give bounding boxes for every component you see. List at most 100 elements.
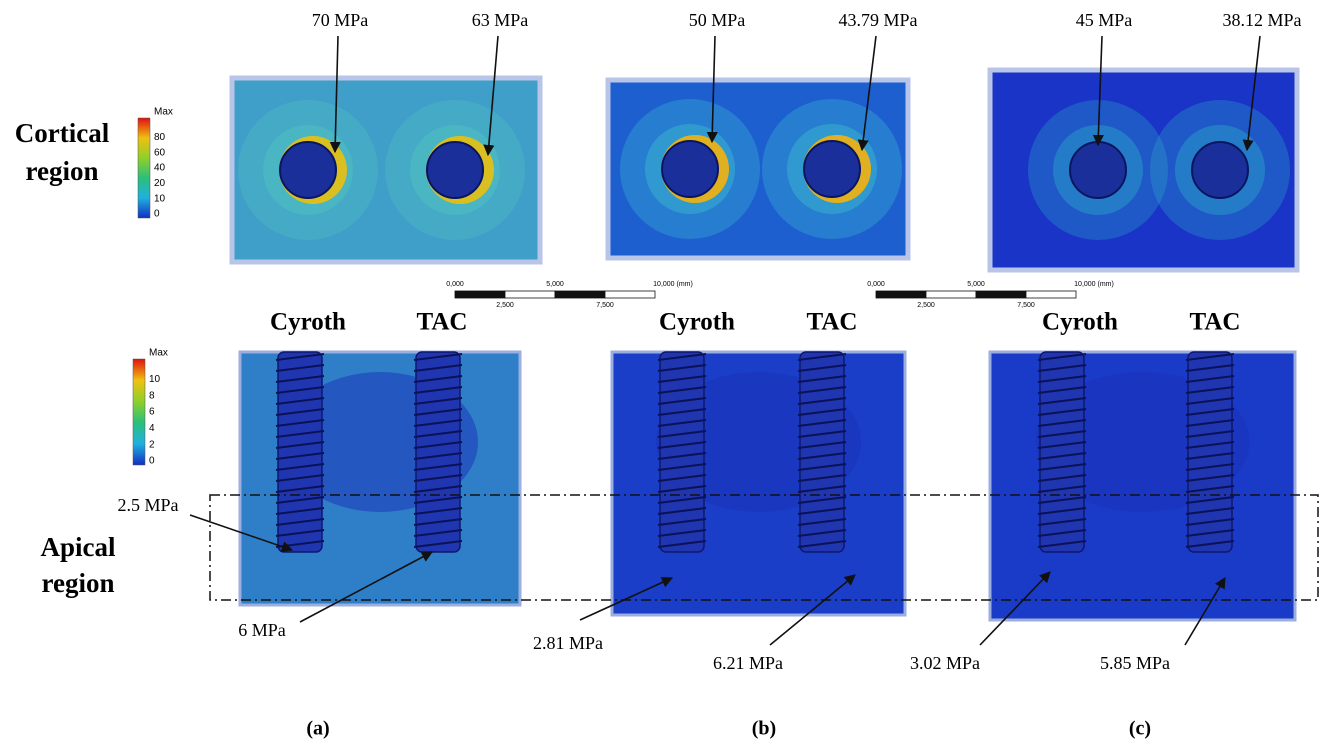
implant-thread (1037, 540, 1087, 548)
implant-thread (413, 452, 463, 460)
scale-bar-segment (925, 290, 977, 299)
arrow (299, 551, 433, 623)
implant-thread (657, 386, 707, 394)
implant-thread (413, 474, 463, 482)
stress-annotation: 63 MPa (472, 10, 529, 30)
implant-thread (1185, 452, 1235, 460)
scale-label: 7,500 (1017, 302, 1035, 309)
arrow (1092, 35, 1104, 147)
implant-thread (657, 430, 707, 438)
arrow (483, 35, 499, 157)
apical-region-box (209, 494, 1319, 601)
scale-bar-segment (604, 290, 656, 299)
arrow (857, 35, 877, 152)
implant-label: TAC (417, 309, 468, 336)
implant-label: Cyroth (659, 309, 735, 336)
implant-thread (1037, 364, 1087, 372)
implant-thread (275, 430, 325, 438)
implant-hole (426, 141, 484, 199)
stress-annotation: 6 MPa (238, 620, 286, 640)
scale-label: 10,000 (mm) (653, 281, 693, 288)
implant-thread (1037, 386, 1087, 394)
implant-thread (275, 419, 325, 427)
stress-annotation: 2.5 MPa (117, 495, 178, 515)
implant-thread (797, 397, 847, 405)
implant-thread (1185, 474, 1235, 482)
implant-thread (657, 364, 707, 372)
arrow (329, 35, 341, 154)
implant-thread (797, 485, 847, 493)
implant-thread (1037, 529, 1087, 537)
implant-thread (657, 397, 707, 405)
implant-thread (413, 485, 463, 493)
implant-thread (275, 386, 325, 394)
implant-thread (275, 452, 325, 460)
implant-hole (1069, 141, 1127, 199)
region-label: region (42, 568, 115, 598)
implant-thread (1185, 375, 1235, 383)
implant-thread (1185, 496, 1235, 504)
implant-thread (413, 507, 463, 515)
scale-bar-segment (975, 290, 1027, 299)
implant-label: Cyroth (270, 309, 346, 336)
implant-thread (275, 375, 325, 383)
legend-label: 80 (154, 132, 166, 143)
implant-thread (657, 463, 707, 471)
implant-thread (1037, 452, 1087, 460)
implant-thread (275, 507, 325, 515)
implant-hole (803, 140, 861, 198)
implant-hole (279, 141, 337, 199)
legend-label: 40 (154, 163, 166, 174)
implant-thread (1037, 463, 1087, 471)
implant-thread (1037, 441, 1087, 449)
legend-label: 10 (149, 374, 161, 385)
implant-hole (661, 140, 719, 198)
implant-thread (657, 540, 707, 548)
implant-thread (657, 518, 707, 526)
legend-colorbar (137, 117, 151, 219)
implant-thread (413, 441, 463, 449)
implant-thread (1185, 386, 1235, 394)
panel-label: (b) (752, 718, 776, 740)
implant-thread (275, 529, 325, 537)
implant-thread (1185, 485, 1235, 493)
stress-annotation: 70 MPa (312, 10, 369, 30)
implant-thread (797, 419, 847, 427)
implant-thread (1037, 375, 1087, 383)
stress-annotation: 6.21 MPa (713, 653, 783, 673)
implant-thread (275, 485, 325, 493)
panel-label: (c) (1129, 718, 1151, 740)
scale-label: 10,000 (mm) (1074, 281, 1114, 288)
implant-thread (413, 463, 463, 471)
implant-thread (1185, 529, 1235, 537)
scale-label: 7,500 (596, 302, 614, 309)
scale-bar-segment (504, 290, 556, 299)
implant-thread (657, 452, 707, 460)
implant-thread (797, 408, 847, 416)
implant-thread (797, 364, 847, 372)
implant-thread (413, 397, 463, 405)
implant-hole (1191, 141, 1249, 199)
region-label: Cortical (15, 118, 110, 148)
implant-thread (413, 375, 463, 383)
implant-thread (413, 529, 463, 537)
implant-thread (413, 496, 463, 504)
scale-label: 2,500 (496, 302, 514, 309)
implant-thread (1185, 463, 1235, 471)
arrow (579, 577, 674, 621)
implant-thread (275, 353, 325, 361)
scale-label: 0,000 (446, 281, 464, 288)
implant-label: TAC (807, 309, 858, 336)
arrow (979, 571, 1051, 646)
implant-thread (657, 419, 707, 427)
implant-thread (657, 507, 707, 515)
implant-thread (1185, 419, 1235, 427)
legend-label: 8 (149, 390, 155, 401)
implant-thread (275, 408, 325, 416)
legend-label: 6 (149, 407, 155, 418)
implant-thread (413, 419, 463, 427)
stress-annotation: 50 MPa (689, 10, 746, 30)
stress-annotation: 43.79 MPa (838, 10, 917, 30)
legend-label: 60 (154, 147, 166, 158)
